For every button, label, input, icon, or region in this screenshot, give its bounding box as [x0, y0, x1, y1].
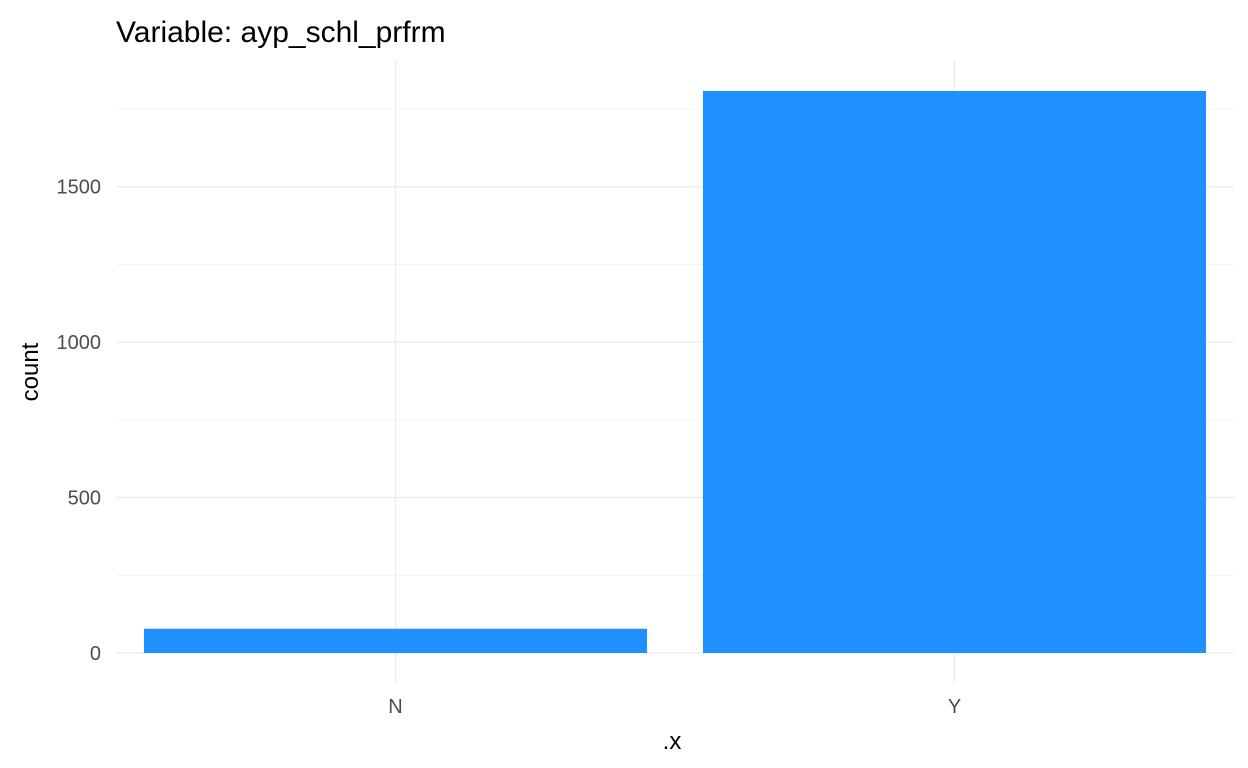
- chart-title: Variable: ayp_schl_prfrm: [116, 16, 446, 49]
- y-axis-ticks: 0 500 1000 1500: [57, 177, 102, 665]
- bar-Y: [702, 91, 1207, 653]
- y-tick-label-1000: 1000: [57, 332, 102, 354]
- y-axis-title: count: [17, 342, 44, 401]
- x-axis-title: .x: [663, 728, 682, 755]
- y-tick-label-1500: 1500: [57, 177, 102, 199]
- bars: [143, 91, 1207, 653]
- y-tick-label-0: 0: [90, 643, 101, 665]
- y-tick-label-500: 500: [68, 488, 101, 510]
- x-tick-label-Y: Y: [948, 696, 961, 718]
- bar-N: [143, 628, 648, 653]
- x-tick-label-N: N: [388, 696, 402, 718]
